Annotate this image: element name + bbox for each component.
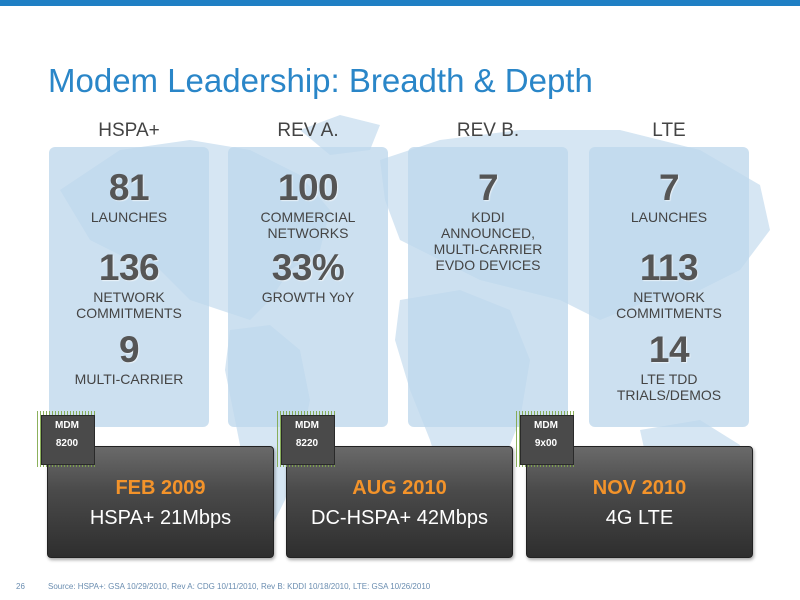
stat-number: 9 (118, 329, 140, 370)
stats-card-rev-a: 100 COMMERCIAL NETWORKS 33% GROWTH YoY (228, 147, 388, 427)
stat-block: 9 MULTI-CARRIER (49, 329, 209, 387)
stat-block: 100 COMMERCIAL NETWORKS (228, 167, 388, 241)
product-spec: DC-HSPA+ 42Mbps (311, 507, 488, 529)
column-heading-lte: LTE (652, 120, 686, 141)
stat-number: 7 (658, 167, 680, 208)
launch-date: AUG 2010 (352, 477, 447, 499)
product-box-dc-hspa: AUG 2010 DC-HSPA+ 42Mbps (286, 446, 513, 558)
stat-label: COMMERCIAL NETWORKS (260, 209, 356, 241)
page-number: 26 (16, 582, 25, 591)
stat-label: GROWTH YoY (261, 289, 355, 305)
launch-date: NOV 2010 (592, 477, 687, 499)
launch-date: FEB 2009 (115, 477, 206, 499)
stat-block: 7 LAUNCHES (589, 167, 749, 225)
stat-block: 113 NETWORK COMMITMENTS (589, 247, 749, 321)
stat-number: 14 (648, 329, 690, 370)
stat-label: NETWORK COMMITMENTS (76, 289, 182, 321)
stat-number: 100 (277, 167, 339, 208)
chip-label: MDM (534, 420, 558, 431)
column-heading-rev-a: REV A. (277, 120, 339, 141)
top-accent-bar (0, 0, 800, 6)
stat-block: 81 LAUNCHES (49, 167, 209, 225)
stats-card-rev-b: 7 KDDI ANNOUNCED, MULTI-CARRIER EVDO DEV… (408, 147, 568, 427)
chip-icon: MDM 9x00 (515, 410, 577, 467)
chip-icon: MDM 8220 (276, 410, 338, 467)
stat-label: MULTI-CARRIER (74, 371, 184, 387)
stat-label: LTE TDD TRIALS/DEMOS (616, 371, 722, 403)
stat-label: LAUNCHES (90, 209, 168, 225)
stat-number: 113 (639, 247, 699, 288)
stat-label: LAUNCHES (630, 209, 708, 225)
stat-label: NETWORK COMMITMENTS (616, 289, 722, 321)
product-spec: HSPA+ 21Mbps (89, 507, 232, 529)
stat-label: KDDI ANNOUNCED, MULTI-CARRIER EVDO DEVIC… (433, 209, 543, 273)
chip-label: MDM (295, 420, 319, 431)
stat-block: 7 KDDI ANNOUNCED, MULTI-CARRIER EVDO DEV… (408, 167, 568, 273)
chip-model: 8200 (55, 438, 79, 449)
column-heading-rev-b: REV B. (456, 120, 520, 141)
stat-block: 33% GROWTH YoY (228, 247, 388, 305)
column-heading-hspa: HSPA+ (98, 120, 160, 141)
chip-label: MDM (55, 420, 79, 431)
stat-number: 81 (108, 167, 150, 208)
stat-number: 136 (98, 247, 160, 288)
product-spec: 4G LTE (605, 507, 674, 529)
stat-number: 7 (477, 167, 499, 208)
chip-icon: MDM 8200 (36, 410, 98, 467)
page-title: Modem Leadership: Breadth & Depth (48, 62, 593, 99)
chip-model: 9x00 (534, 438, 558, 449)
stats-card-hspa: 81 LAUNCHES 136 NETWORK COMMITMENTS 9 MU… (49, 147, 209, 427)
stats-card-lte: 7 LAUNCHES 113 NETWORK COMMITMENTS 14 LT… (589, 147, 749, 427)
chip-model: 8220 (295, 438, 319, 449)
stat-number: 33% (271, 247, 345, 288)
stat-block: 136 NETWORK COMMITMENTS (49, 247, 209, 321)
stat-block: 14 LTE TDD TRIALS/DEMOS (589, 329, 749, 403)
source-note: Source: HSPA+: GSA 10/29/2010, Rev A: CD… (48, 582, 431, 591)
product-box-hspa: FEB 2009 HSPA+ 21Mbps (47, 446, 274, 558)
